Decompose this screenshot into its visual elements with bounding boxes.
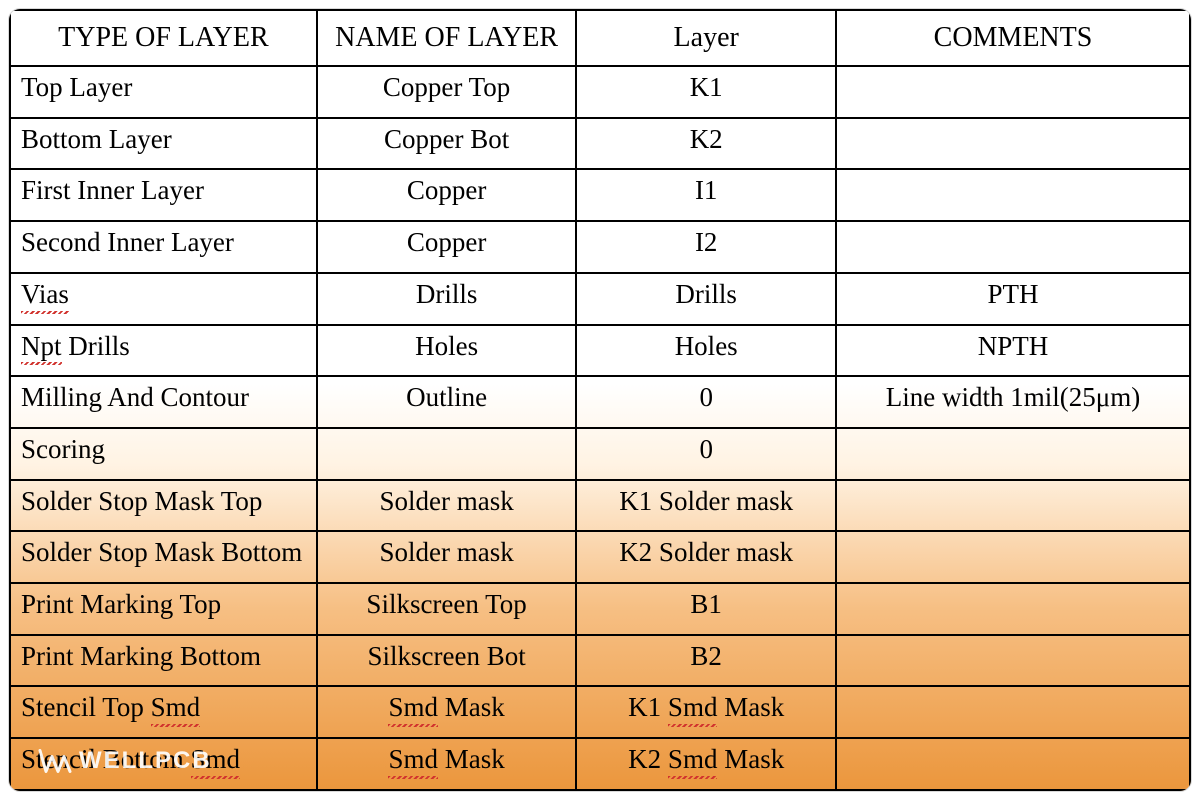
- table-header-row: TYPE OF LAYER NAME OF LAYER Layer COMMEN…: [10, 10, 1190, 66]
- cell-type: Second Inner Layer: [10, 221, 317, 273]
- cell-type: Print Marking Top: [10, 583, 317, 635]
- cell-layer: Holes: [576, 325, 836, 377]
- cell-name: Smd Mask: [317, 686, 577, 738]
- table-body: Top LayerCopper TopK1Bottom LayerCopper …: [10, 66, 1190, 790]
- cell-comments: [836, 738, 1190, 790]
- cell-comments: [836, 169, 1190, 221]
- cell-name: Copper Top: [317, 66, 577, 118]
- cell-layer: 0: [576, 376, 836, 428]
- cell-layer: B1: [576, 583, 836, 635]
- cell-type: First Inner Layer: [10, 169, 317, 221]
- table-row: Print Marking BottomSilkscreen BotB2: [10, 635, 1190, 687]
- cell-layer: K2 Solder mask: [576, 531, 836, 583]
- cell-comments: PTH: [836, 273, 1190, 325]
- cell-type: Top Layer: [10, 66, 317, 118]
- cell-name: Holes: [317, 325, 577, 377]
- table-row: Top LayerCopper TopK1: [10, 66, 1190, 118]
- cell-comments: [836, 221, 1190, 273]
- cell-comments: [836, 686, 1190, 738]
- cell-type: Npt Drills: [10, 325, 317, 377]
- cell-layer: K1 Smd Mask: [576, 686, 836, 738]
- cell-type: Solder Stop Mask Top: [10, 480, 317, 532]
- cell-layer: 0: [576, 428, 836, 480]
- cell-comments: [836, 635, 1190, 687]
- cell-type: Milling And Contour: [10, 376, 317, 428]
- table-row: Bottom LayerCopper BotK2: [10, 118, 1190, 170]
- cell-name: [317, 428, 577, 480]
- cell-type: Stencil Top Smd: [10, 686, 317, 738]
- table-row: Scoring 0: [10, 428, 1190, 480]
- cell-comments: [836, 583, 1190, 635]
- cell-type: Scoring: [10, 428, 317, 480]
- table-row: Milling And ContourOutline0Line width 1m…: [10, 376, 1190, 428]
- cell-name: Copper Bot: [317, 118, 577, 170]
- cell-type: Bottom Layer: [10, 118, 317, 170]
- cell-comments: [836, 531, 1190, 583]
- cell-comments: [836, 118, 1190, 170]
- cell-type: Solder Stop Mask Bottom: [10, 531, 317, 583]
- cell-layer: I2: [576, 221, 836, 273]
- cell-name: Outline: [317, 376, 577, 428]
- cell-layer: K1 Solder mask: [576, 480, 836, 532]
- cell-layer: B2: [576, 635, 836, 687]
- table-row: Npt DrillsHolesHolesNPTH: [10, 325, 1190, 377]
- table-row: Stencil Bottom SmdSmd MaskK2 Smd Mask: [10, 738, 1190, 790]
- cell-comments: [836, 480, 1190, 532]
- cell-name: Silkscreen Bot: [317, 635, 577, 687]
- cell-type: Vias: [10, 273, 317, 325]
- cell-name: Drills: [317, 273, 577, 325]
- cell-type: Stencil Bottom Smd: [10, 738, 317, 790]
- cell-layer: I1: [576, 169, 836, 221]
- header-type: TYPE OF LAYER: [10, 10, 317, 66]
- table-row: Stencil Top SmdSmd MaskK1 Smd Mask: [10, 686, 1190, 738]
- table-row: Solder Stop Mask BottomSolder maskK2 Sol…: [10, 531, 1190, 583]
- pcb-layer-table: TYPE OF LAYER NAME OF LAYER Layer COMMEN…: [9, 9, 1191, 791]
- cell-comments: [836, 428, 1190, 480]
- cell-name: Solder mask: [317, 480, 577, 532]
- cell-name: Copper: [317, 221, 577, 273]
- table-row: Second Inner LayerCopperI2: [10, 221, 1190, 273]
- cell-name: Smd Mask: [317, 738, 577, 790]
- table-frame: TYPE OF LAYER NAME OF LAYER Layer COMMEN…: [8, 8, 1192, 792]
- header-comments: COMMENTS: [836, 10, 1190, 66]
- table-row: ViasDrillsDrillsPTH: [10, 273, 1190, 325]
- header-name: NAME OF LAYER: [317, 10, 577, 66]
- cell-comments: [836, 66, 1190, 118]
- cell-name: Silkscreen Top: [317, 583, 577, 635]
- table-row: First Inner LayerCopperI1: [10, 169, 1190, 221]
- cell-type: Print Marking Bottom: [10, 635, 317, 687]
- cell-name: Solder mask: [317, 531, 577, 583]
- cell-name: Copper: [317, 169, 577, 221]
- cell-layer: K1: [576, 66, 836, 118]
- cell-layer: Drills: [576, 273, 836, 325]
- cell-layer: K2: [576, 118, 836, 170]
- table-row: Print Marking TopSilkscreen TopB1: [10, 583, 1190, 635]
- table-row: Solder Stop Mask TopSolder maskK1 Solder…: [10, 480, 1190, 532]
- header-layer: Layer: [576, 10, 836, 66]
- cell-comments: NPTH: [836, 325, 1190, 377]
- cell-layer: K2 Smd Mask: [576, 738, 836, 790]
- cell-comments: Line width 1mil(25μm): [836, 376, 1190, 428]
